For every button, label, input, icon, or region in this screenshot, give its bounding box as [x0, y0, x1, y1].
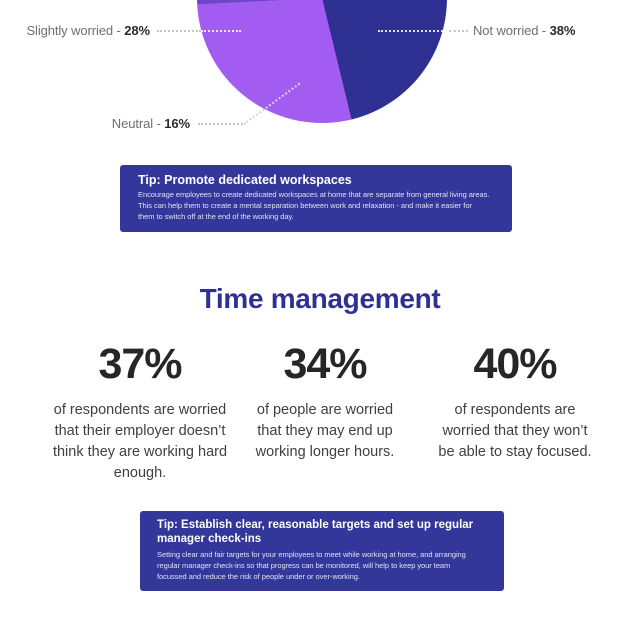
- pie-label-neutral: Neutral - 16%: [0, 116, 190, 131]
- stat-text: of respondents are worried that their em…: [52, 402, 228, 482]
- leader-line-slightly-grey: [157, 30, 201, 32]
- stat-column-employer-perception: 37% of respondents are worried that thei…: [40, 340, 240, 484]
- stat-column-longer-hours: 34% of people are worried that they may …: [250, 340, 400, 463]
- stat-text: of respondents are worried that they won…: [438, 402, 592, 461]
- tip-title: Tip: Promote dedicated workspaces: [138, 173, 352, 187]
- leader-line-neutral-horizontal: [198, 123, 243, 125]
- pie-chart: [197, 0, 447, 123]
- pie-label-notworried-text: Not worried -: [473, 23, 550, 38]
- pie-label-notworried-pct: 38%: [549, 23, 576, 38]
- pie-label-slightly-pct: 28%: [124, 23, 150, 38]
- stat-text: of people are worried that they may end …: [255, 402, 395, 461]
- tip-title: Tip: Establish clear, reasonable targets…: [157, 519, 474, 546]
- tip-body: Encourage employees to create dedicated …: [138, 190, 490, 221]
- stats-row: 37% of respondents are worried that thei…: [0, 340, 640, 490]
- stat-value: 37%: [98, 340, 182, 388]
- pie-label-not-worried: Not worried - 38%: [473, 23, 575, 38]
- tip-box-dedicated-workspaces: Tip: Promote dedicated workspaces Encour…: [120, 165, 512, 232]
- pie-label-neutral-text: Neutral -: [111, 116, 165, 131]
- pie-chart-section: Slightly worried - 28% Not worried - 38%…: [0, 0, 640, 156]
- leader-line-notworried-grey: [449, 30, 468, 32]
- tip-box-targets-checkins: Tip: Establish clear, reasonable targets…: [140, 511, 504, 591]
- stat-value: 40%: [473, 340, 557, 388]
- pie-label-slightly-worried: Slightly worried - 28%: [0, 23, 150, 38]
- tip-body: Setting clear and fair targets for your …: [157, 549, 466, 581]
- leader-line-notworried-white: [378, 30, 447, 32]
- section-heading-time-management: Time management: [199, 283, 441, 314]
- pie-label-neutral-pct: 16%: [164, 116, 190, 131]
- stat-column-stay-focused: 40% of respondents are worried that they…: [435, 340, 595, 463]
- stat-value: 34%: [283, 340, 367, 388]
- leader-line-slightly-white: [201, 30, 241, 32]
- pie-label-slightly-text: Slightly worried -: [26, 23, 125, 38]
